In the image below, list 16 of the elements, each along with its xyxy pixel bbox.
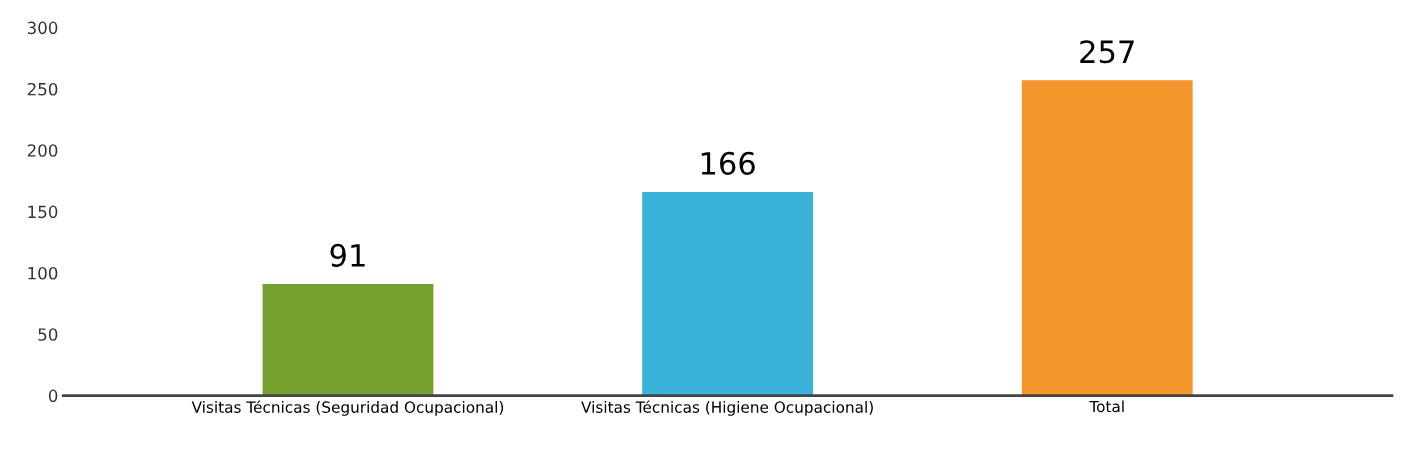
x-tick-label: Total	[1089, 400, 1124, 413]
bar	[642, 191, 814, 396]
y-tick-label: 200	[27, 144, 58, 157]
data-label: 166	[701, 151, 755, 175]
x-tick-label: Visitas Técnicas (Seguridad Ocupacional)	[191, 400, 504, 416]
data-label: 91	[330, 243, 365, 267]
y-tick-label: 250	[27, 82, 58, 96]
y-tick-label: 0	[48, 389, 58, 403]
data-label: 257	[1080, 40, 1134, 64]
y-tick-label: 300	[27, 21, 58, 35]
bar	[1021, 80, 1193, 396]
bar	[262, 283, 434, 396]
y-tick-label: 100	[28, 266, 58, 280]
y-tick-label: 50	[38, 328, 58, 341]
x-tick-label: Visitas Técnicas (Higiene Ocupacional)	[581, 400, 873, 416]
y-tick-label: 150	[28, 205, 58, 219]
